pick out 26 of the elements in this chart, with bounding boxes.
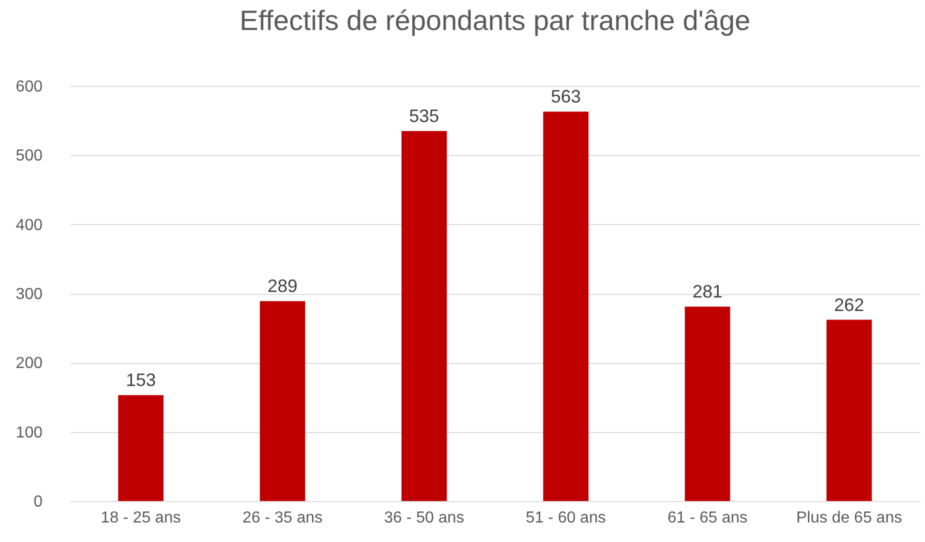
- bar: [543, 112, 588, 501]
- x-tick-label: Plus de 65 ans: [796, 510, 902, 526]
- data-label: 281: [692, 282, 723, 302]
- y-tick-label: 200: [16, 355, 43, 372]
- y-tick-label: 100: [16, 424, 43, 442]
- x-tick-label: 18 - 25 ans: [100, 510, 181, 526]
- data-label: 289: [267, 276, 298, 296]
- x-tick-label: 36 - 50 ans: [384, 510, 464, 526]
- data-label: 563: [550, 86, 581, 107]
- y-tick-label: 500: [16, 148, 43, 165]
- x-tick-label: 61 - 65 ans: [667, 510, 748, 526]
- data-label: 535: [409, 106, 440, 126]
- chart-title: Effectifs de répondants par tranche d'âge: [240, 5, 750, 36]
- y-tick-label: 400: [16, 216, 43, 234]
- bar: [402, 130, 447, 501]
- data-label: 153: [126, 370, 156, 390]
- bar: [260, 301, 306, 501]
- bar: [684, 306, 730, 501]
- bar: [826, 320, 872, 501]
- bar: [118, 395, 164, 501]
- x-tick-label: 26 - 35 ans: [242, 510, 323, 526]
- y-tick-label: 300: [16, 286, 43, 303]
- x-tick-label: 51 - 60 ans: [526, 510, 606, 526]
- y-tick-label: 600: [16, 78, 43, 96]
- data-label: 262: [834, 294, 864, 315]
- y-tick-label: 0: [34, 494, 43, 510]
